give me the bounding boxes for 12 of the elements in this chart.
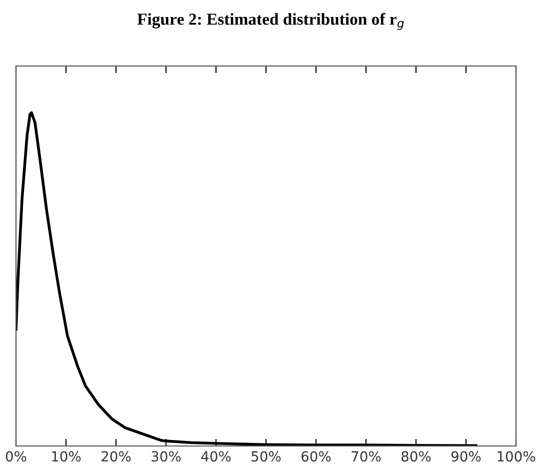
x-tick-label: 40% [201, 451, 231, 462]
x-tick-label: 30% [152, 451, 181, 462]
x-tick-label: 50% [252, 451, 281, 462]
x-tick-label: 20% [102, 451, 131, 462]
x-tick-label: 0% [6, 451, 26, 462]
x-tick-label: 90% [451, 451, 481, 462]
x-tick-label: 10% [52, 451, 81, 462]
x-tick-label: 60% [302, 451, 331, 462]
x-tick-label: 80% [402, 451, 431, 462]
chart-title: Figure 2: Estimated distribution of r$_{g}$ [137, 12, 404, 30]
x-tick-label: 70% [352, 451, 381, 462]
x-tick-label: 100% [498, 451, 536, 462]
